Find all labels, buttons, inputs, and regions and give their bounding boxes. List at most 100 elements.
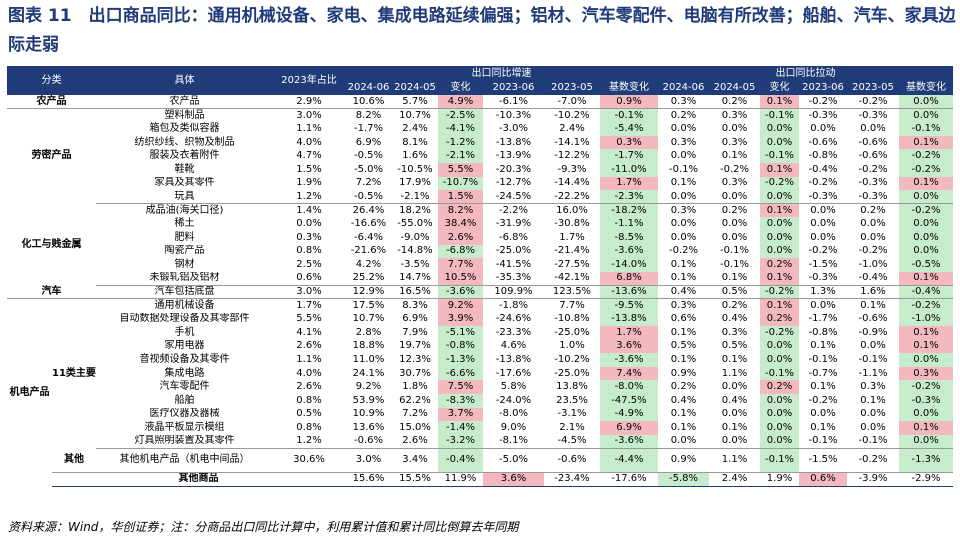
pull-2024-05-cell: 1.1%	[709, 448, 760, 473]
pull-2024-05-cell: 0.0%	[709, 434, 760, 449]
growth-2023-06-cell: -35.3%	[483, 271, 544, 286]
pull-2024-06-cell: 0.1%	[670, 422, 697, 434]
group-label-chem: 化工与贱金属	[21, 238, 82, 250]
growth-change-cell: -3.6%	[438, 285, 483, 300]
pull-2023-06-cell: -0.3%	[808, 109, 838, 121]
growth-2024-06-cell: 25.2%	[345, 271, 392, 286]
growth-2024-05-cell: 14.7%	[392, 271, 438, 286]
export-table-container: 分类 具体 2023年占比 出口同比增速 出口同比拉动 2024-06 2024…	[7, 66, 953, 487]
pull-2024-06-cell: 0.3%	[658, 95, 709, 110]
growth-2024-05-cell: 1.6%	[402, 150, 428, 162]
table-row: 灯具照明装置及其零件 1.2% -0.6% 2.6% -3.2% -8.1% -4.5% -3…	[7, 434, 953, 449]
pull-2024-06-cell: 0.2%	[670, 109, 697, 121]
pull-base-change-cell: -0.5%	[899, 258, 953, 272]
row-share: 1.1%	[296, 122, 322, 134]
header-pull-change: 变化	[760, 81, 799, 95]
growth-base-change-cell: -1.7%	[600, 149, 658, 163]
growth-change-cell: 38.4%	[438, 217, 483, 231]
pull-base-change-cell: 0.0%	[899, 190, 953, 205]
growth-2023-06-cell: -25.0%	[495, 245, 532, 257]
growth-2023-05-cell: -10.2%	[554, 109, 590, 121]
growth-2023-05-cell: 13.8%	[556, 381, 588, 393]
pull-2023-05-cell: -0.1%	[847, 434, 899, 449]
row-share: 2.6%	[296, 381, 322, 393]
pull-base-change-cell: 0.0%	[899, 407, 953, 422]
row-item-name: 钢材	[174, 258, 195, 270]
growth-base-change-cell: 1.7%	[600, 326, 658, 340]
growth-2024-06-cell: -0.6%	[345, 434, 392, 449]
growth-change-cell: 9.2%	[438, 298, 483, 313]
pull-change-cell: -0.1%	[760, 149, 799, 163]
growth-2023-06-cell: 9.0%	[500, 422, 527, 434]
pull-2024-05-cell: 0.1%	[709, 271, 760, 286]
pull-2023-06-cell: -0.8%	[808, 326, 838, 338]
pull-2023-06-cell: 0.0%	[810, 122, 836, 134]
pull-change-cell: 0.0%	[760, 244, 799, 259]
header-pull-2024-05: 2024-05	[709, 81, 760, 95]
growth-2023-06-cell: -10.3%	[495, 109, 532, 121]
pull-2023-06-cell: -0.3%	[799, 271, 847, 286]
growth-base-change-cell: -1.1%	[600, 217, 658, 231]
pull-2023-06-cell: 0.1%	[810, 381, 836, 393]
pull-2023-06-cell: -3.9%	[847, 472, 899, 487]
pull-base-change-cell: -0.2%	[899, 149, 953, 163]
pull-2023-05-cell: 0.0%	[860, 122, 886, 134]
row-item-name: 手机	[174, 326, 195, 338]
row-share: 4.0%	[296, 136, 322, 148]
pull-base-change-cell: -1.0%	[899, 312, 953, 327]
growth-2023-05-cell: -14.1%	[554, 136, 590, 148]
pull-change-cell: -0.2%	[760, 285, 799, 300]
growth-base-change-cell: -14.0%	[600, 258, 658, 272]
growth-2023-06-cell: -8.1%	[483, 434, 544, 449]
pull-2024-06-cell: 0.0%	[670, 231, 697, 243]
row-item-name: 农产品	[96, 95, 273, 110]
growth-2023-06-cell: 5.8%	[500, 381, 527, 393]
pull-2024-05-cell: 0.0%	[721, 231, 748, 243]
table-row: 化工与贱金属 成品油(海关口径) 1.4% 26.4% 18.2% 8.2% -2.2% 16…	[7, 203, 953, 250]
growth-change-cell: 5.5%	[438, 162, 483, 177]
growth-change-cell: -2.5%	[438, 108, 483, 123]
row-share: 1.9%	[296, 177, 322, 189]
row-share: 1.1%	[296, 354, 322, 366]
table-row: 家用电器 2.6% 18.8% 19.7% -0.8% 4.6% 1.0% 3.6% 0.5% 0…	[7, 339, 953, 354]
pull-2023-05-cell: 0.1%	[860, 394, 886, 406]
growth-2024-06-cell: 26.4%	[352, 204, 385, 216]
pull-2023-05-cell: -0.6%	[858, 136, 888, 148]
growth-2024-05-cell: -14.8%	[397, 245, 433, 257]
growth-2024-05-cell: 16.5%	[392, 285, 438, 300]
row-share: 0.6%	[273, 271, 345, 286]
pull-base-change-cell: -0.2%	[899, 203, 953, 218]
growth-2024-06-cell: -16.6%	[350, 218, 387, 230]
pull-2023-06-cell: -1.7%	[808, 313, 838, 325]
growth-2023-05-cell: -30.8%	[554, 218, 590, 230]
growth-change-cell: 10.5%	[438, 271, 483, 286]
pull-2023-05-cell: 0.0%	[860, 422, 886, 434]
growth-change-cell: 7.7%	[438, 258, 483, 272]
pull-change-cell: 0.2%	[760, 380, 799, 395]
growth-change-cell: -1.4%	[438, 421, 483, 435]
pull-base-change-cell: 0.1%	[899, 339, 953, 354]
growth-base-change-cell: -8.0%	[600, 380, 658, 395]
growth-change-cell: 1.5%	[438, 190, 483, 205]
pull-change-cell: 0.0%	[760, 339, 799, 354]
row-item-name: 医疗仪器及器械	[149, 408, 220, 420]
pull-2024-06-cell: 0.0%	[658, 434, 709, 449]
growth-2024-05-cell: 8.3%	[402, 299, 428, 311]
row-item-name: 服装及衣着附件	[149, 150, 220, 162]
growth-base-change-cell: 0.9%	[600, 95, 658, 110]
pull-change-cell: -0.2%	[760, 176, 799, 191]
pull-2023-05-cell: 0.0%	[860, 340, 886, 352]
growth-2024-05-cell: 18.2%	[399, 204, 431, 216]
pull-2024-06-cell: 0.1%	[670, 326, 697, 338]
pull-2024-06-cell: 0.2%	[670, 381, 697, 393]
group-label-auto: 汽车	[7, 285, 96, 300]
row-item-name: 家用电器	[164, 340, 205, 352]
pull-base-change-cell: 0.1%	[899, 326, 953, 340]
table-row: 服装及衣着附件 4.7% -0.5% 1.6% -2.1% -13.9% -12.2% -1.…	[7, 149, 953, 163]
table-row: 家具及其零件 1.9% 7.2% 17.9% -10.7% -12.7% -14.4% 1.7…	[7, 176, 953, 191]
pull-2023-06-cell: 0.0%	[810, 218, 836, 230]
pull-2024-05-cell: 0.0%	[721, 218, 748, 230]
header-item: 具体	[96, 66, 273, 95]
growth-2024-06-cell: 24.1%	[352, 367, 385, 379]
pull-2024-05-cell: 0.0%	[709, 190, 760, 205]
